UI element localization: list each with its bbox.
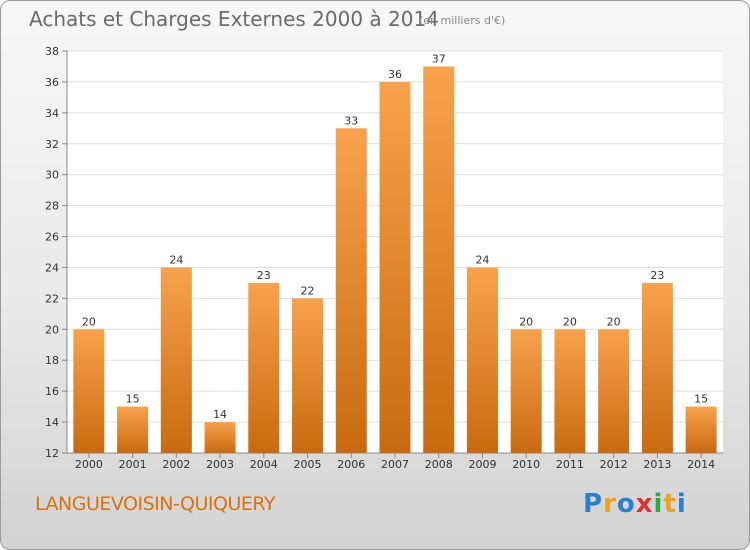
logo-letter: x bbox=[635, 489, 654, 519]
bar bbox=[292, 298, 324, 453]
bar bbox=[641, 282, 673, 453]
bar bbox=[117, 406, 149, 453]
y-tick-label: 38 bbox=[45, 45, 59, 58]
logo-letter: o bbox=[616, 489, 636, 519]
bar bbox=[554, 329, 586, 453]
data-label: 20 bbox=[519, 315, 533, 328]
data-label: 15 bbox=[126, 393, 140, 406]
bar bbox=[73, 329, 105, 453]
y-tick-label: 18 bbox=[45, 354, 59, 367]
data-label: 20 bbox=[607, 315, 621, 328]
x-tick-label: 2014 bbox=[687, 458, 715, 471]
y-tick-label: 20 bbox=[45, 323, 59, 336]
x-tick-label: 2007 bbox=[381, 458, 409, 471]
bar bbox=[160, 267, 192, 453]
data-label: 37 bbox=[432, 52, 446, 65]
y-tick-label: 28 bbox=[45, 200, 59, 213]
bar bbox=[204, 422, 236, 453]
x-tick-label: 2006 bbox=[337, 458, 365, 471]
y-tick-label: 14 bbox=[45, 416, 59, 429]
y-tick-label: 16 bbox=[45, 385, 59, 398]
bar bbox=[423, 66, 455, 453]
bar bbox=[379, 81, 411, 453]
bar bbox=[335, 128, 367, 454]
logo-letter: P bbox=[583, 489, 604, 519]
logo-letter: t bbox=[663, 489, 677, 519]
bar bbox=[510, 329, 542, 453]
x-tick-label: 2003 bbox=[206, 458, 234, 471]
data-label: 14 bbox=[213, 408, 227, 421]
bar bbox=[466, 267, 498, 453]
data-label: 20 bbox=[82, 315, 96, 328]
bar bbox=[685, 406, 717, 453]
y-tick-label: 12 bbox=[45, 447, 59, 460]
bar bbox=[598, 329, 630, 453]
x-tick-label: 2002 bbox=[162, 458, 190, 471]
x-tick-label: 2000 bbox=[75, 458, 103, 471]
x-tick-label: 2005 bbox=[294, 458, 322, 471]
x-tick-label: 2011 bbox=[556, 458, 584, 471]
y-tick-label: 22 bbox=[45, 292, 59, 305]
data-label: 24 bbox=[475, 253, 489, 266]
chart-subtitle: (en milliers d'€) bbox=[419, 14, 506, 27]
y-tick-label: 26 bbox=[45, 231, 59, 244]
data-label: 24 bbox=[169, 253, 183, 266]
data-label: 20 bbox=[563, 315, 577, 328]
data-label: 36 bbox=[388, 68, 402, 81]
y-tick-label: 32 bbox=[45, 138, 59, 151]
chart-title: Achats et Charges Externes 2000 à 2014 bbox=[29, 7, 439, 31]
data-label: 23 bbox=[650, 269, 664, 282]
data-label: 23 bbox=[257, 269, 271, 282]
x-tick-label: 2004 bbox=[250, 458, 278, 471]
y-tick-label: 36 bbox=[45, 76, 59, 89]
data-label: 15 bbox=[694, 393, 708, 406]
location-name: LANGUEVOISIN-QUIQUERY bbox=[35, 493, 275, 515]
x-tick-label: 2008 bbox=[425, 458, 453, 471]
x-tick-label: 2012 bbox=[600, 458, 628, 471]
logo-letter: i bbox=[653, 489, 664, 519]
x-tick-label: 2013 bbox=[643, 458, 671, 471]
y-tick-label: 24 bbox=[45, 261, 59, 274]
proxiti-logo[interactable]: Proxiti bbox=[583, 489, 687, 519]
x-tick-label: 2009 bbox=[468, 458, 496, 471]
bar bbox=[248, 282, 280, 453]
y-tick-label: 34 bbox=[45, 107, 59, 120]
logo-letter: i bbox=[676, 489, 687, 519]
data-label: 22 bbox=[301, 284, 315, 297]
logo-letter: r bbox=[603, 489, 617, 519]
x-tick-label: 2010 bbox=[512, 458, 540, 471]
data-label: 33 bbox=[344, 114, 358, 127]
y-tick-label: 30 bbox=[45, 169, 59, 182]
x-tick-label: 2001 bbox=[119, 458, 147, 471]
